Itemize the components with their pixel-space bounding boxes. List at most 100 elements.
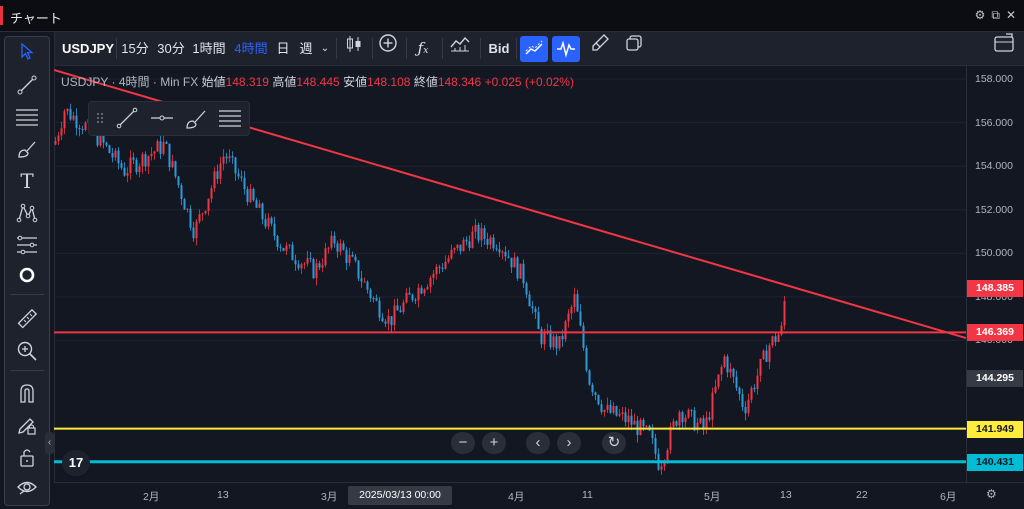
candle-body	[429, 277, 432, 287]
templates-icon[interactable]	[446, 32, 474, 65]
magnet-icon[interactable]	[12, 380, 42, 406]
candle-body	[255, 200, 258, 208]
candle-body	[165, 141, 168, 144]
candle-body	[678, 412, 681, 426]
candle-body	[507, 256, 510, 258]
candle-body	[306, 258, 309, 264]
price-scale[interactable]: 158.000 156.000 154.000 152.000 150.000 …	[966, 66, 1024, 482]
float-trend-line-icon	[116, 107, 138, 129]
interval-30m[interactable]: 30分	[157, 41, 185, 56]
trend-lines-icon[interactable]	[520, 36, 548, 62]
candle-body	[696, 422, 699, 431]
indicators-fx-icon[interactable]: ƒx	[417, 39, 429, 57]
scroll-right-button[interactable]: ›	[557, 432, 581, 454]
trend-line-tool-icon[interactable]	[12, 72, 42, 98]
candle-body	[651, 430, 654, 438]
time-scale-settings-icon[interactable]: ⚙	[986, 487, 997, 501]
candle-body	[234, 157, 237, 174]
candle-body	[675, 421, 678, 426]
candle-body	[393, 305, 396, 326]
candle-body	[285, 245, 288, 251]
candle-body	[519, 263, 522, 279]
candle-body	[102, 133, 105, 143]
candle-body	[423, 289, 426, 294]
candle-body	[249, 188, 252, 202]
candle-body	[435, 266, 438, 274]
zoom-out-button[interactable]: −	[451, 432, 475, 454]
time-scale[interactable]: 2月 13 3月 2025/03/13 00:00 4月 11 5月 13 22…	[54, 482, 1024, 509]
candle-body	[693, 410, 696, 431]
candle-body	[489, 237, 492, 245]
close-icon[interactable]: ✕	[1005, 8, 1016, 22]
toolbar-divider	[372, 38, 373, 59]
interval-day[interactable]: 日	[276, 41, 290, 56]
text-tool-icon[interactable]: T	[20, 169, 34, 193]
legend-interval: 4時間	[118, 75, 150, 89]
layout-switch-icon[interactable]	[990, 32, 1018, 65]
legend-low-label: 安値	[343, 75, 368, 89]
candle-body	[189, 208, 192, 228]
candle-body	[561, 335, 564, 340]
eye-icon[interactable]	[12, 474, 42, 500]
zoom-in-icon[interactable]	[12, 338, 42, 364]
interval-1h[interactable]: 1時間	[192, 41, 226, 56]
toolbar-divider	[116, 38, 117, 59]
candle-body	[639, 419, 642, 436]
brush-icon[interactable]	[586, 32, 614, 65]
interval-4h[interactable]: 4時間	[234, 41, 268, 56]
candle-body	[459, 244, 462, 252]
ruler-icon[interactable]	[12, 306, 42, 332]
candle-body	[396, 305, 399, 311]
candle-body	[69, 108, 72, 120]
candle-body	[531, 306, 534, 309]
candle-body	[555, 336, 558, 349]
candle-body	[78, 127, 81, 129]
toolbar-divider	[406, 38, 407, 59]
candles-icon[interactable]	[340, 32, 368, 65]
settings-icon[interactable]: ⚙	[974, 8, 986, 22]
toolbar-divider	[10, 370, 44, 371]
lock-drawing-pencil-icon[interactable]	[12, 412, 42, 438]
interval-week[interactable]: 週	[299, 41, 313, 56]
legend-symbol: USDJPY	[61, 75, 109, 89]
candle-body	[267, 217, 270, 227]
pattern-tool-icon[interactable]	[12, 200, 42, 226]
zoom-in-button[interactable]: +	[482, 432, 506, 454]
candle-body	[729, 368, 732, 373]
cursor-icon[interactable]	[12, 38, 42, 64]
record-icon[interactable]	[12, 262, 42, 288]
candle-body	[237, 173, 240, 177]
legend-sep: ·	[111, 75, 116, 89]
scroll-left-button[interactable]: ‹	[526, 432, 550, 454]
bid-button[interactable]: Bid	[488, 41, 510, 56]
candle-body	[720, 367, 723, 375]
horizontal-lines-tool-icon[interactable]	[12, 104, 42, 130]
float-lines-icon	[219, 110, 241, 127]
candle-body	[753, 387, 756, 390]
unlock-icon[interactable]	[12, 444, 42, 470]
title-accent	[0, 6, 3, 25]
duplicate-icon[interactable]	[620, 32, 648, 65]
candle-body	[447, 258, 450, 262]
collapse-toolbar-icon[interactable]: ‹	[45, 432, 54, 454]
candle-body	[390, 316, 393, 326]
wave-icon[interactable]	[552, 36, 580, 62]
candle-body	[567, 313, 570, 322]
interval-dropdown-icon[interactable]: ⌄	[320, 43, 330, 54]
chart-toolbar: USDJPY 15分 30分 1時間 4時間 日 週 ⌄ ƒx Bid	[54, 32, 1024, 66]
symbol-button[interactable]: USDJPY	[62, 41, 115, 56]
candle-body	[444, 261, 447, 269]
candle-body	[105, 142, 108, 146]
reset-chart-icon[interactable]: ↻	[602, 432, 626, 454]
brush-tool-icon[interactable]	[12, 136, 42, 162]
interval-15m[interactable]: 15分	[121, 41, 149, 56]
compare-plus-icon[interactable]	[374, 32, 402, 65]
popout-icon[interactable]: ⧉	[991, 8, 1000, 22]
candle-body	[669, 426, 672, 451]
candle-body	[642, 419, 645, 427]
candle-body	[378, 300, 381, 318]
candle-body	[705, 417, 708, 429]
candle-body	[633, 420, 636, 425]
toolbar-divider	[480, 38, 481, 59]
prediction-tool-icon[interactable]	[12, 232, 42, 258]
